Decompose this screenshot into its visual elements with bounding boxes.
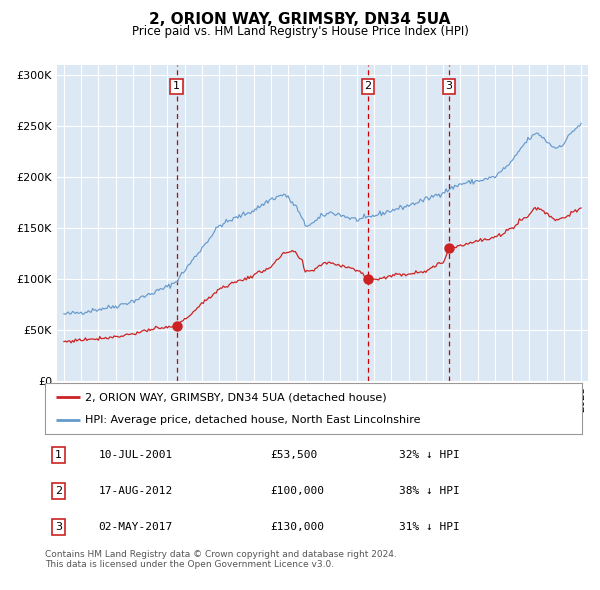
Text: 1: 1 — [173, 81, 180, 91]
Text: 2: 2 — [55, 486, 62, 496]
Text: £53,500: £53,500 — [271, 450, 318, 460]
Text: Price paid vs. HM Land Registry's House Price Index (HPI): Price paid vs. HM Land Registry's House … — [131, 25, 469, 38]
Text: 3: 3 — [55, 522, 62, 532]
Text: 2, ORION WAY, GRIMSBY, DN34 5UA (detached house): 2, ORION WAY, GRIMSBY, DN34 5UA (detache… — [85, 392, 387, 402]
Text: HPI: Average price, detached house, North East Lincolnshire: HPI: Average price, detached house, Nort… — [85, 415, 421, 425]
Text: 2: 2 — [364, 81, 371, 91]
Text: 32% ↓ HPI: 32% ↓ HPI — [400, 450, 460, 460]
Text: £100,000: £100,000 — [271, 486, 325, 496]
Text: Contains HM Land Registry data © Crown copyright and database right 2024.
This d: Contains HM Land Registry data © Crown c… — [45, 550, 397, 569]
Text: 1: 1 — [55, 450, 62, 460]
Text: 10-JUL-2001: 10-JUL-2001 — [98, 450, 173, 460]
Text: 2, ORION WAY, GRIMSBY, DN34 5UA: 2, ORION WAY, GRIMSBY, DN34 5UA — [149, 12, 451, 27]
Text: 02-MAY-2017: 02-MAY-2017 — [98, 522, 173, 532]
Text: 31% ↓ HPI: 31% ↓ HPI — [400, 522, 460, 532]
Text: 38% ↓ HPI: 38% ↓ HPI — [400, 486, 460, 496]
Text: £130,000: £130,000 — [271, 522, 325, 532]
Text: 17-AUG-2012: 17-AUG-2012 — [98, 486, 173, 496]
Text: 3: 3 — [445, 81, 452, 91]
